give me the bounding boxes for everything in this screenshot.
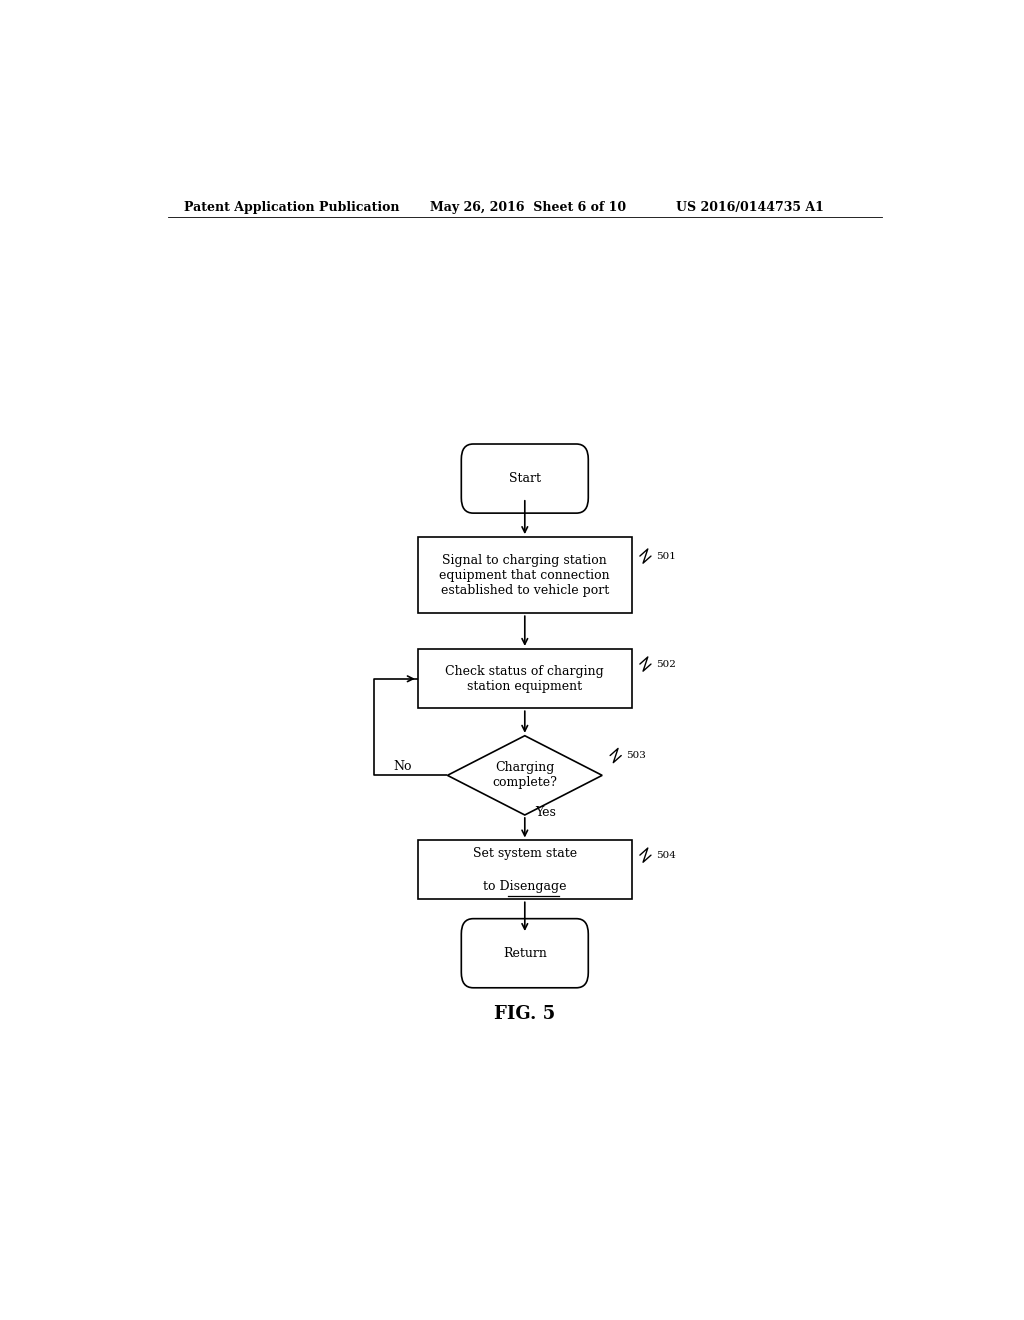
FancyBboxPatch shape: [461, 919, 588, 987]
Text: 504: 504: [655, 850, 676, 859]
Text: to Disengage: to Disengage: [483, 879, 566, 892]
Text: Check status of charging
station equipment: Check status of charging station equipme…: [445, 665, 604, 693]
Text: 502: 502: [655, 660, 676, 668]
Text: Charging
complete?: Charging complete?: [493, 762, 557, 789]
Text: Patent Application Publication: Patent Application Publication: [183, 201, 399, 214]
Text: 501: 501: [655, 552, 676, 561]
Text: FIG. 5: FIG. 5: [495, 1006, 555, 1023]
Text: Set system state: Set system state: [473, 847, 577, 861]
Text: May 26, 2016  Sheet 6 of 10: May 26, 2016 Sheet 6 of 10: [430, 201, 626, 214]
FancyBboxPatch shape: [418, 537, 632, 614]
Text: Signal to charging station
equipment that connection
established to vehicle port: Signal to charging station equipment tha…: [439, 553, 610, 597]
Text: Start: Start: [509, 473, 541, 484]
FancyBboxPatch shape: [461, 444, 588, 513]
FancyBboxPatch shape: [418, 841, 632, 899]
Text: Return: Return: [503, 946, 547, 960]
Text: Yes: Yes: [536, 807, 556, 820]
Text: No: No: [393, 760, 412, 772]
Text: 503: 503: [626, 751, 646, 760]
FancyBboxPatch shape: [418, 649, 632, 709]
Polygon shape: [447, 735, 602, 814]
Text: US 2016/0144735 A1: US 2016/0144735 A1: [676, 201, 823, 214]
